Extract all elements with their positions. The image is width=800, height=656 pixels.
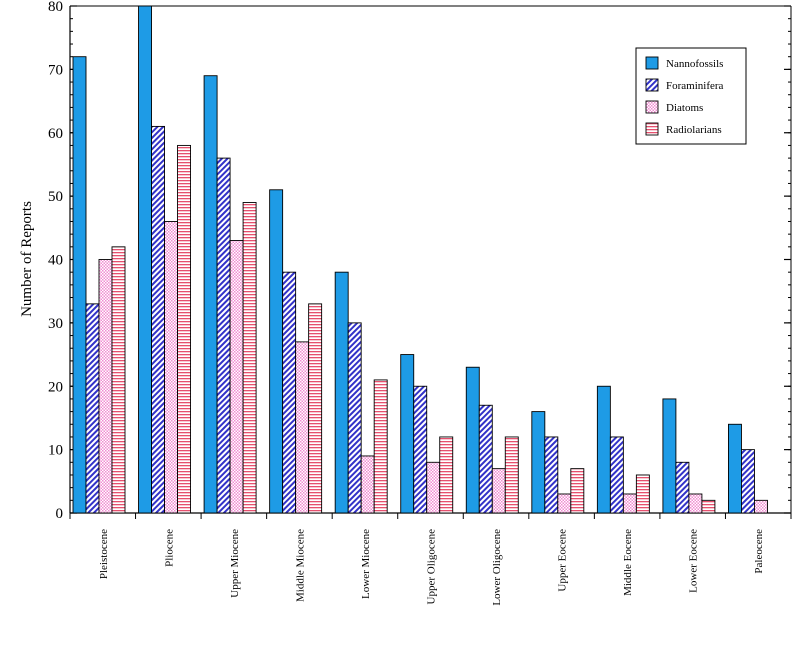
category-labels: Pleistocene Pliocene Upper Miocene Middle M… [98, 529, 765, 606]
bar-radiolarians-pliocene [177, 144, 191, 514]
x-category-label: Lower Eocene [688, 529, 700, 593]
bar-radiolarians-upper-oligocene [439, 436, 454, 514]
bar-radiolarians-lower-oligocene [504, 436, 519, 514]
legend: Nannofossils Foraminifera Diatoms Radiolari… [635, 47, 747, 145]
bar-diatoms-middle-miocene [295, 341, 310, 514]
legend-label-foraminifera: Foraminifera [666, 80, 724, 92]
bar-radiolarians-upper-eocene [570, 468, 585, 514]
bar-diatoms-pleistocene [98, 259, 113, 514]
bar-diatoms-upper-oligocene [426, 461, 441, 514]
bar-nannofossils-pleistocene [72, 56, 87, 514]
y-tick-label: 30 [48, 316, 63, 332]
bar-diatoms-upper-miocene [229, 240, 244, 514]
x-category-label: Lower Miocene [360, 529, 372, 599]
bar-foraminifera-upper-oligocene [413, 385, 428, 514]
bar-radiolarians-middle-eocene [635, 474, 650, 514]
x-category-label: Lower Oligocene [491, 529, 503, 606]
bar-foraminifera-upper-miocene [216, 157, 231, 514]
y-tick-label: 40 [48, 253, 63, 269]
bar-foraminifera-pliocene [151, 125, 165, 514]
y-tick-label: 80 [48, 0, 63, 15]
y-axis-label: Number of Reports [19, 201, 35, 317]
bar-nannofossils-lower-miocene [334, 271, 349, 514]
legend-label-radiolarians: Radiolarians [666, 124, 722, 136]
bar-radiolarians-lower-eocene [701, 499, 716, 514]
bar-foraminifera-lower-eocene [675, 461, 690, 514]
x-category-label: Upper Miocene [229, 529, 241, 598]
bar-nannofossils-middle-miocene [269, 189, 284, 514]
bar-nannofossils-lower-oligocene [465, 366, 480, 514]
bar-foraminifera-middle-eocene [609, 436, 624, 514]
bar-nannofossils-lower-eocene [662, 398, 677, 514]
bar-diatoms-lower-miocene [360, 455, 375, 514]
bar-nannofossils-upper-oligocene [400, 354, 415, 514]
bar-diatoms-lower-oligocene [491, 468, 506, 514]
bar-nannofossils-paleocene [728, 423, 742, 514]
y-tick-label: 0 [56, 506, 64, 522]
bar-diatoms-middle-eocene [622, 493, 637, 514]
y-tick-label: 70 [48, 62, 63, 78]
bar-radiolarians-upper-miocene [242, 202, 257, 514]
bar-radiolarians-middle-miocene [308, 303, 323, 514]
x-category-label: Pleistocene [98, 529, 110, 579]
x-category-label: Middle Eocene [622, 529, 634, 596]
bars [72, 5, 768, 514]
x-category-label: Upper Oligocene [426, 529, 438, 605]
bar-diatoms-pliocene [164, 221, 178, 514]
x-category-label: Paleocene [753, 529, 765, 574]
bar-nannofossils-pliocene [138, 5, 152, 514]
legend-label-nannofossils: Nannofossils [666, 58, 723, 70]
bar-radiolarians-pleistocene [111, 246, 126, 514]
legend-swatch-foraminifera [645, 78, 659, 92]
legend-swatch-nannofossils [645, 56, 659, 70]
y-tick-label: 20 [48, 379, 63, 395]
y-tick-label: 10 [48, 443, 63, 459]
y-tick-label: 60 [48, 126, 63, 142]
bar-foraminifera-lower-miocene [347, 322, 362, 514]
bar-foraminifera-lower-oligocene [478, 404, 493, 514]
bar-foraminifera-middle-miocene [282, 271, 297, 514]
bar-foraminifera-pleistocene [85, 303, 100, 514]
bar-foraminifera-upper-eocene [544, 436, 559, 514]
x-category-label: Pliocene [163, 529, 175, 567]
bar-nannofossils-middle-eocene [596, 385, 611, 514]
legend-swatch-diatoms [645, 100, 659, 114]
x-category-label: Upper Eocene [557, 529, 569, 592]
bar-nannofossils-upper-eocene [531, 411, 546, 514]
bar-radiolarians-lower-miocene [373, 379, 388, 514]
bar-foraminifera-paleocene [741, 449, 755, 514]
x-category-label: Middle Miocene [294, 529, 306, 602]
bar-diatoms-upper-eocene [557, 493, 572, 514]
bar-nannofossils-upper-miocene [203, 75, 218, 514]
bar-diatoms-lower-eocene [688, 493, 703, 514]
bar-diatoms-paleocene [754, 499, 768, 514]
y-tick-label: 50 [48, 189, 63, 205]
legend-label-diatoms: Diatoms [666, 102, 703, 114]
legend-swatch-radiolarians [645, 122, 659, 136]
